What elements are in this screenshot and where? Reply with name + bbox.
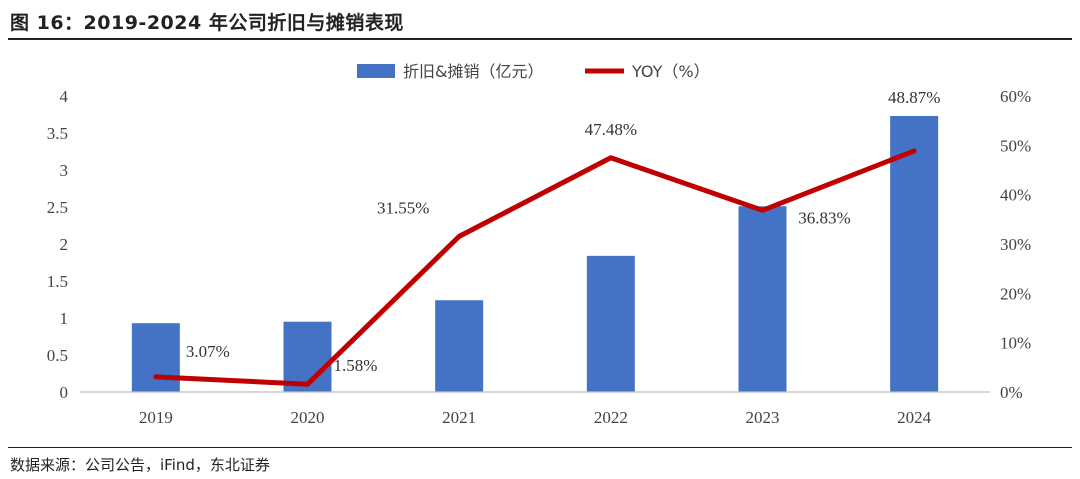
y-left-tick-label: 0 [60,383,69,402]
y-right-tick-label: 40% [1000,186,1031,205]
y-left-tick-label: 1 [60,309,69,328]
y-right-tick-label: 0% [1000,383,1023,402]
bar [586,255,635,392]
y-right-tick-label: 60% [1000,87,1031,106]
y-right-tick-label: 10% [1000,334,1031,353]
legend-label-line: YOY（%） [631,62,710,81]
line-data-labels: 3.07% 1.58% 31.55% 47.48% 36.83% 48.87% [186,88,941,375]
legend: 折旧&摊销（亿元） YOY（%） [357,62,710,81]
x-tick-label: 2023 [746,408,780,427]
line-data-label: 3.07% [186,342,230,361]
combo-chart: 折旧&摊销（亿元） YOY（%） 0 0.5 1 1.5 2 2.5 3 3.5 4 0% 10% 2… [47,62,1031,427]
x-tick-label: 2022 [594,408,628,427]
y-axis-right: 0% 10% 20% 30% 40% 50% 60% [1000,87,1031,402]
y-right-tick-label: 50% [1000,136,1031,155]
yoy-line [153,148,917,387]
bar-series [131,115,939,392]
bar [283,321,332,392]
line-data-label: 48.87% [888,88,940,107]
x-tick-label: 2024 [897,408,932,427]
legend-label-bar: 折旧&摊销（亿元） [403,62,543,81]
y-left-tick-label: 2.5 [47,198,68,217]
x-tick-label: 2021 [442,408,476,427]
bar [435,300,484,392]
y-left-tick-label: 0.5 [47,346,68,365]
x-axis: 2019 2020 2021 2022 2023 2024 [80,391,990,427]
y-axis-left: 0 0.5 1 1.5 2 2.5 3 3.5 4 [47,87,69,402]
y-left-tick-label: 3 [60,161,69,180]
legend-swatch-bar [357,64,395,78]
bottom-rule [8,447,1072,448]
y-left-tick-label: 1.5 [47,272,68,291]
bar [890,115,939,392]
figure-title: 图 16：2019-2024 年公司折旧与摊销表现 [10,12,404,34]
top-rule [8,38,1072,40]
y-left-tick-label: 3.5 [47,124,68,143]
line-data-label: 36.83% [798,208,850,227]
y-right-tick-label: 20% [1000,284,1031,303]
y-left-tick-label: 2 [60,235,69,254]
line-data-label: 47.48% [585,120,637,139]
y-right-tick-label: 30% [1000,235,1031,254]
line-series [153,148,917,387]
x-tick-label: 2020 [291,408,325,427]
source-note: 数据来源：公司公告，iFind，东北证券 [10,456,270,474]
line-data-label: 1.58% [334,356,378,375]
line-data-label: 31.55% [377,198,429,217]
y-left-tick-label: 4 [60,87,69,106]
x-tick-label: 2019 [139,408,173,427]
bar [738,206,787,392]
bar [131,323,180,392]
